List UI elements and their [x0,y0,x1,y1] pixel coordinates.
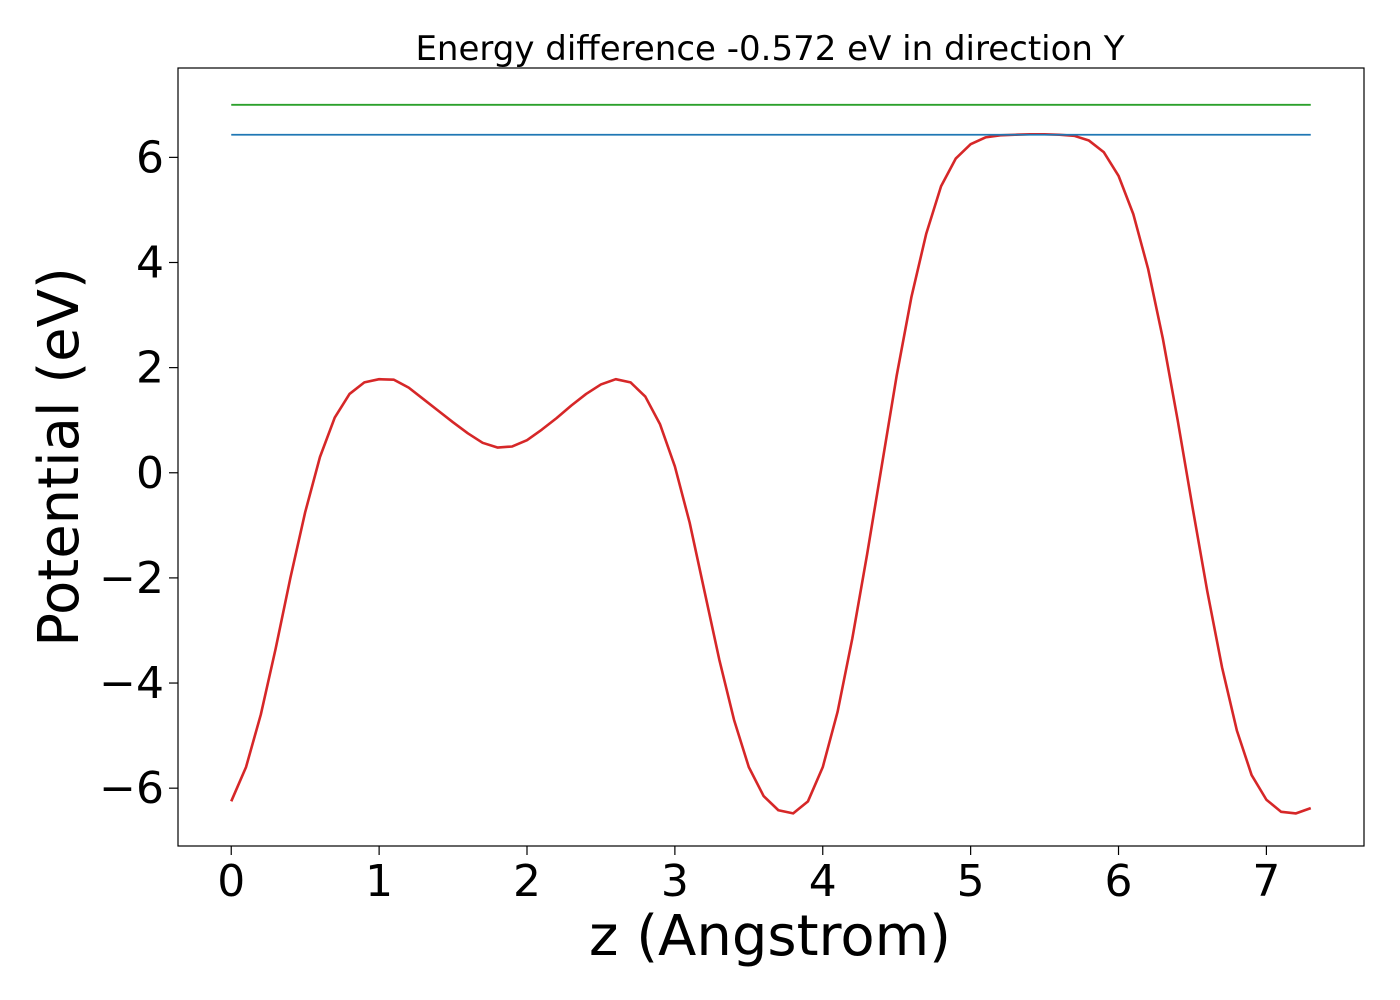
x-tick-label: 0 [217,856,245,907]
x-tick-label: 1 [365,856,393,907]
y-tick-label: −4 [99,658,164,709]
y-tick-label: 2 [136,343,164,394]
chart-title: Energy difference -0.572 eV in direction… [415,29,1124,69]
x-tick-label: 7 [1252,856,1280,907]
x-tick-label: 5 [957,856,985,907]
x-axis: 0 1 2 3 4 5 6 7 [217,846,1280,907]
series-layer [230,103,1312,815]
x-tick-label: 4 [809,856,837,907]
x-tick-label: 2 [513,856,541,907]
y-axis-label: Potential (eV) [27,267,92,647]
series-line-0 [230,132,1312,815]
y-tick-label: 6 [136,132,164,183]
plot-frame [177,67,1365,847]
x-tick-label: 6 [1105,856,1133,907]
y-tick-label: 0 [136,448,164,499]
y-tick-label: −2 [99,553,164,604]
y-axis: −6 −4 −2 0 2 4 6 [99,132,178,814]
y-tick-label: −6 [99,763,164,814]
y-tick-label: 4 [136,238,164,289]
x-axis-label: z (Angstrom) [589,904,951,969]
x-tick-label: 3 [661,856,689,907]
